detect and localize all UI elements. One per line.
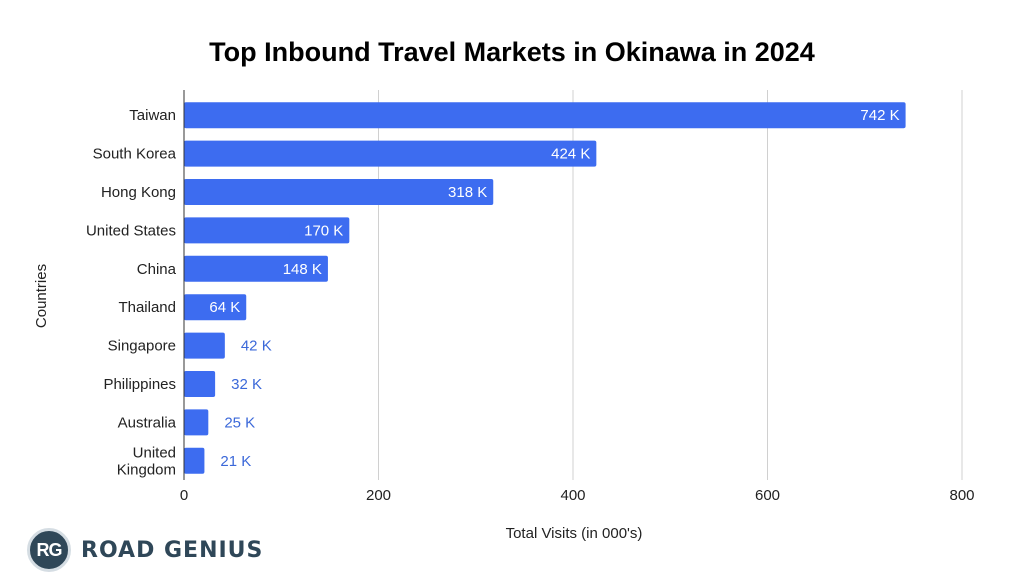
bar-united-kingdom xyxy=(184,447,205,474)
chart-title: Top Inbound Travel Markets in Okinawa in… xyxy=(209,37,815,67)
bar-taiwan xyxy=(184,102,906,129)
road-genius-logo: RG ROAD GENIUS xyxy=(27,527,263,573)
category-label: Philippines xyxy=(103,376,176,393)
bar-value-label: 42 K xyxy=(241,338,272,355)
bar-united-states xyxy=(184,217,350,244)
bar-value-label: 32 K xyxy=(231,376,262,393)
bar-value-label: 148 K xyxy=(283,261,322,278)
x-axis-title: Total Visits (in 000's) xyxy=(506,525,643,542)
x-tick-label: 600 xyxy=(755,487,780,504)
bar-australia xyxy=(184,409,209,436)
category-label: Taiwan xyxy=(129,107,176,124)
bar-value-label: 318 K xyxy=(448,184,487,201)
bar-value-label: 64 K xyxy=(209,299,240,316)
category-label: China xyxy=(137,261,177,278)
bar-china xyxy=(184,255,328,282)
category-label: Thailand xyxy=(118,299,176,316)
y-axis-title: Countries xyxy=(33,264,50,328)
bar-value-label: 21 K xyxy=(220,453,251,470)
logo-badge-icon: RG xyxy=(27,528,71,572)
logo-brand-text: ROAD GENIUS xyxy=(81,537,264,563)
bar-value-label: 742 K xyxy=(860,107,899,124)
category-label: Singapore xyxy=(108,338,176,355)
category-label: United States xyxy=(86,222,176,239)
x-tick-label: 800 xyxy=(949,487,974,504)
category-label: Australia xyxy=(118,414,177,431)
x-tick-label: 0 xyxy=(180,487,188,504)
bar-value-label: 170 K xyxy=(304,222,343,239)
bar-south-korea xyxy=(184,140,597,167)
bar-thailand xyxy=(184,294,247,321)
category-label: Hong Kong xyxy=(101,184,176,201)
category-label: South Korea xyxy=(93,146,177,163)
x-tick-label: 400 xyxy=(560,487,585,504)
bar-value-label: 25 K xyxy=(224,414,255,431)
bar-philippines xyxy=(184,371,216,397)
bars xyxy=(184,102,906,474)
bar-singapore xyxy=(184,332,225,359)
category-label: United Kingdom xyxy=(117,444,176,478)
labels: 0 200 400 600 800 742 K Taiwan 424 K South Korea… xyxy=(86,107,975,504)
bar-hong-kong xyxy=(184,179,494,205)
bar-value-label: 424 K xyxy=(551,146,590,163)
x-tick-label: 200 xyxy=(366,487,391,504)
